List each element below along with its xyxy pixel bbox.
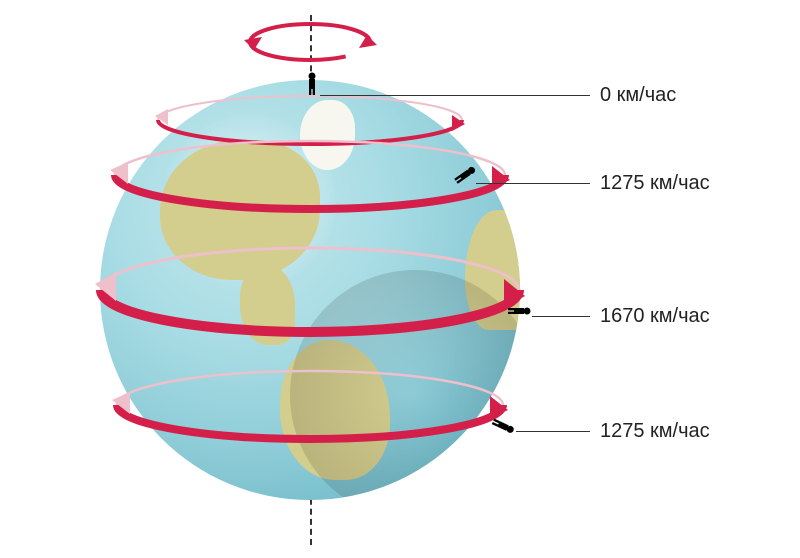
ring-arctic	[155, 96, 465, 144]
speed-label-north: 1275 км/час	[600, 172, 710, 195]
speed-label-pole: 0 км/час	[600, 84, 676, 107]
speed-label-south: 1275 км/час	[600, 420, 710, 443]
diagram-container: 0 км/час 1275 км/час 1670 км/час 1275 км…	[0, 0, 800, 558]
person-icon-equator	[507, 304, 531, 318]
speed-label-equator: 1670 км/час	[600, 305, 710, 328]
latitude-rings	[100, 80, 520, 500]
rotation-arrow-icon	[240, 15, 380, 70]
ring-equator	[95, 248, 525, 332]
person-icon-pole	[305, 72, 319, 96]
leader-line-south	[516, 431, 590, 432]
ring-tropic-south	[112, 371, 508, 439]
leader-line-north	[476, 183, 590, 184]
leader-line-equator	[532, 316, 590, 317]
globe	[100, 80, 520, 500]
leader-line-pole	[320, 95, 590, 96]
ring-tropic-north	[110, 141, 510, 209]
